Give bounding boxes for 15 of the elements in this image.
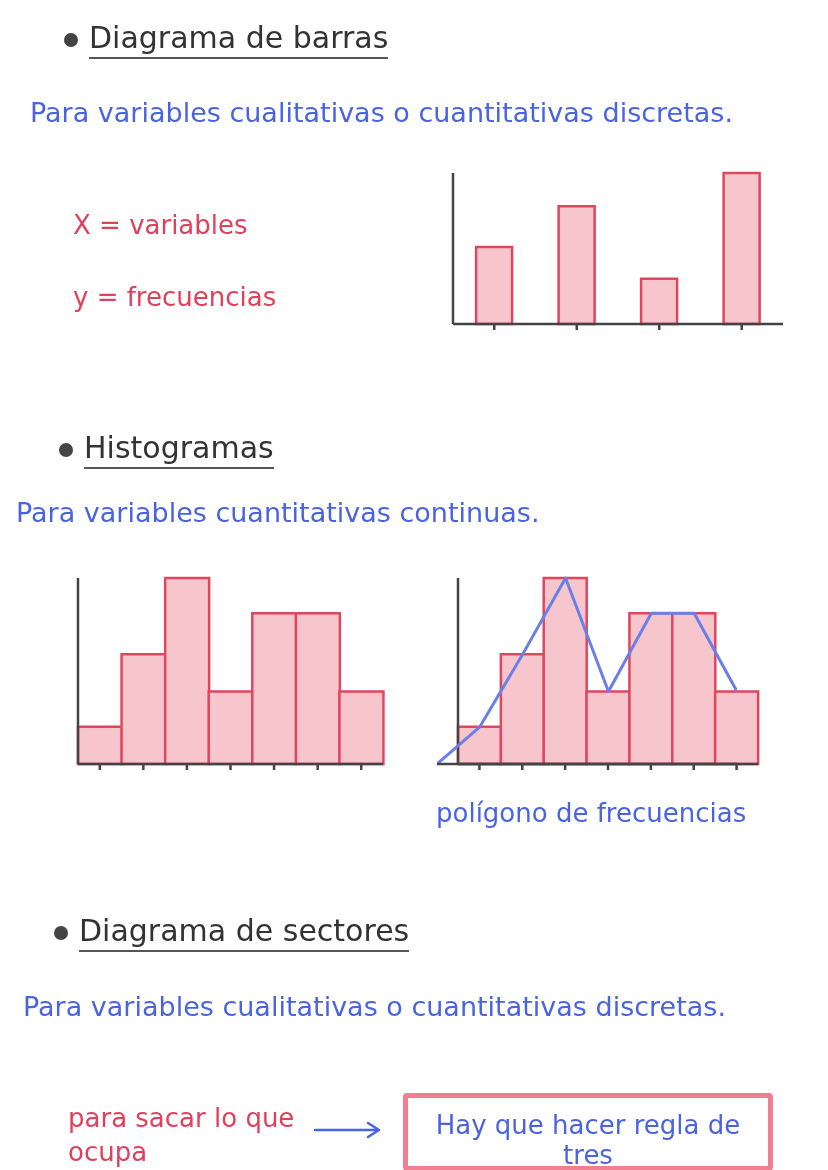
text: polígono de frecuencias — [436, 797, 748, 830]
chart-subtitle: Para variables cualitativas o cuantitativas discretas. — [30, 96, 734, 130]
text: Para variables cualitativas o cuantitativas discretas. — [23, 990, 727, 1024]
text: X = variables — [73, 209, 249, 242]
text: Hay que hacer regla de tres — [403, 1093, 773, 1170]
text: y = frecuencias — [73, 281, 278, 314]
chart-title: Diagrama de barras — [89, 20, 389, 59]
bar — [639, 277, 679, 326]
bar — [557, 204, 596, 326]
bar — [474, 245, 514, 326]
text: Diagrama de sectores — [79, 913, 410, 952]
text: para sacar lo que ocupa — [68, 1102, 296, 1169]
chart-title: Histogramas — [84, 430, 274, 469]
chart-subtitle: Para variables cuantitativas continuas. — [16, 496, 541, 530]
bar — [722, 171, 761, 326]
